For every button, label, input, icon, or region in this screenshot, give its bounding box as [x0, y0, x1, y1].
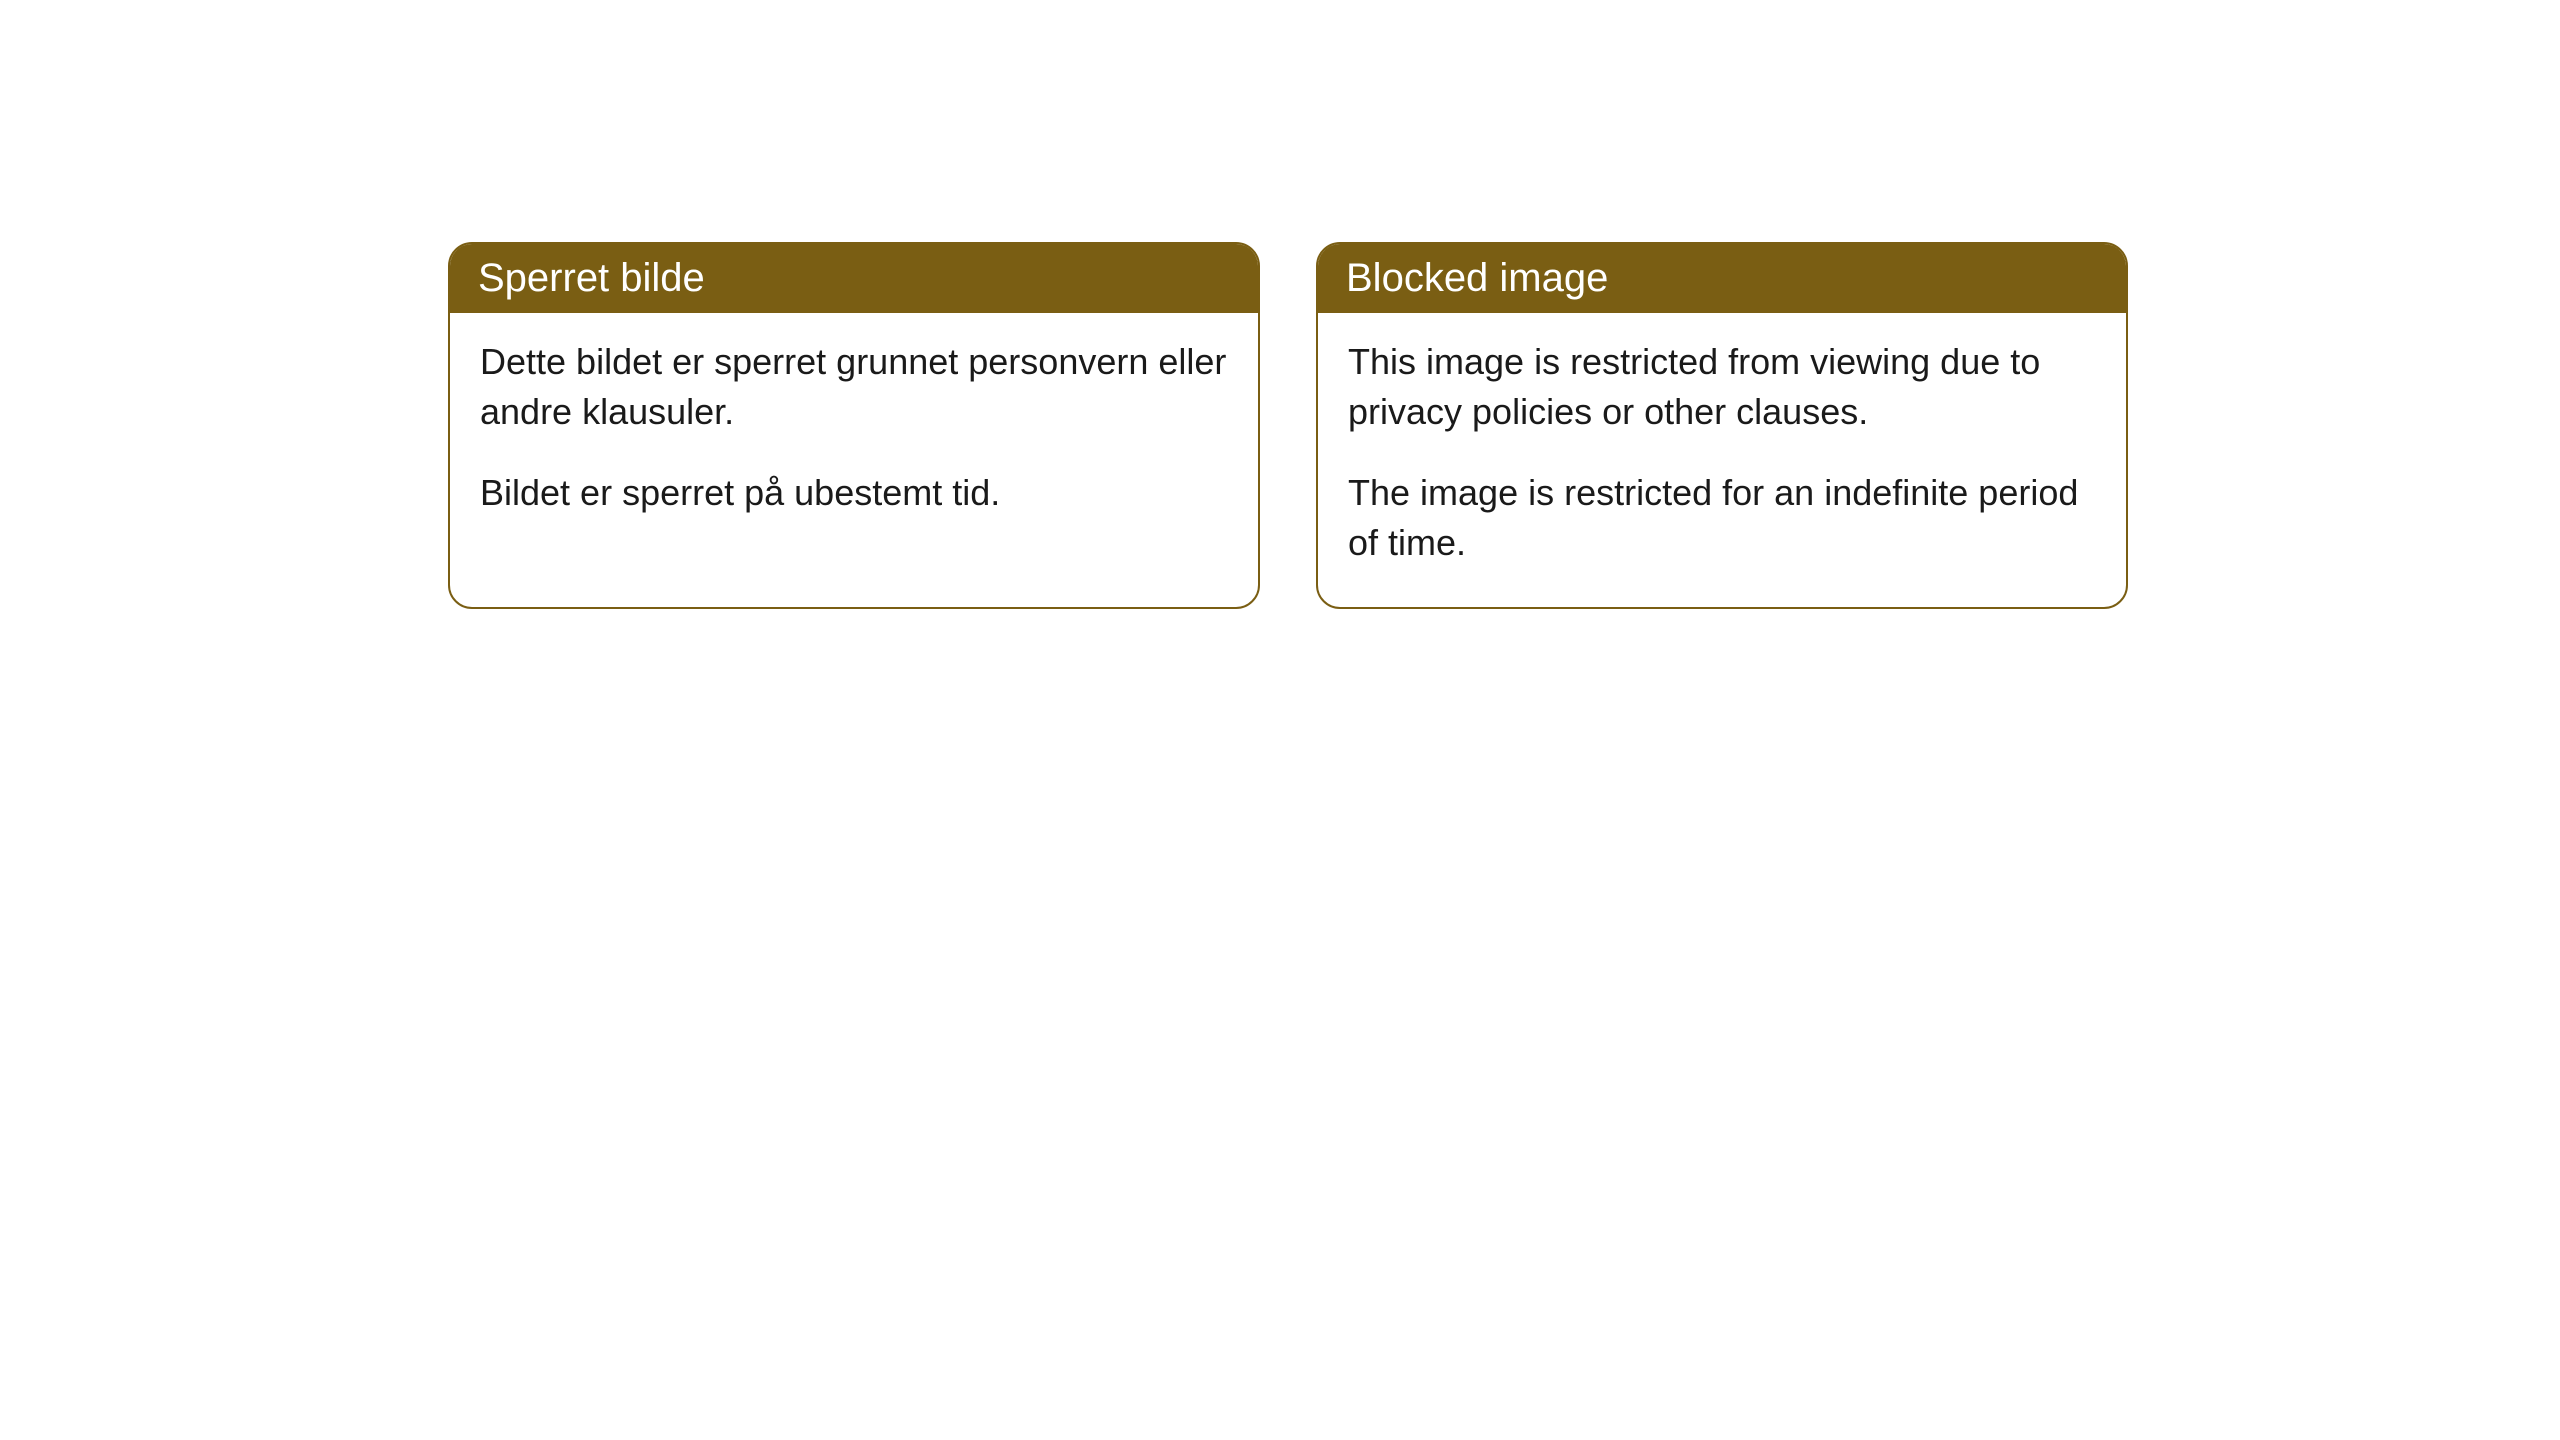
notice-paragraph: This image is restricted from viewing du… [1348, 337, 2096, 438]
card-header: Blocked image [1318, 244, 2126, 313]
card-header: Sperret bilde [450, 244, 1258, 313]
notice-paragraph: Bildet er sperret på ubestemt tid. [480, 468, 1228, 518]
card-body: This image is restricted from viewing du… [1318, 313, 2126, 607]
card-body: Dette bildet er sperret grunnet personve… [450, 313, 1258, 556]
notice-paragraph: The image is restricted for an indefinit… [1348, 468, 2096, 569]
notice-paragraph: Dette bildet er sperret grunnet personve… [480, 337, 1228, 438]
notice-container: Sperret bilde Dette bildet er sperret gr… [0, 0, 2560, 609]
notice-card-english: Blocked image This image is restricted f… [1316, 242, 2128, 609]
card-title: Blocked image [1346, 256, 1608, 300]
card-title: Sperret bilde [478, 256, 705, 300]
notice-card-norwegian: Sperret bilde Dette bildet er sperret gr… [448, 242, 1260, 609]
